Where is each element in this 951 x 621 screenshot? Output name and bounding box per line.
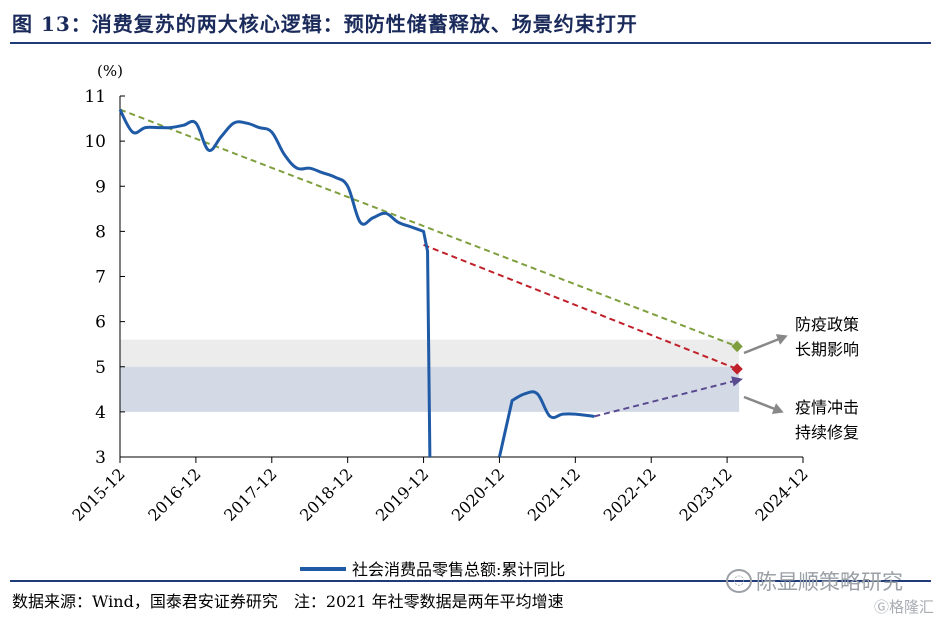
y-tick-label: 8 [95, 222, 106, 242]
y-tick-label: 9 [95, 177, 106, 197]
trend-arrowhead [731, 376, 743, 387]
y-tick-label: 4 [95, 403, 106, 423]
y-tick-label: 7 [95, 268, 106, 288]
series-line-0-0 [118, 108, 432, 458]
y-tick-label: 11 [84, 87, 106, 107]
bottom-rule [10, 580, 931, 582]
annotation-text: 防疫政策 [795, 315, 859, 334]
trend-line-0 [119, 108, 738, 348]
x-tick-label: 2022-12 [600, 464, 660, 524]
x-tick-label: 2018-12 [296, 464, 356, 524]
annotation-text: 长期影响 [795, 340, 859, 359]
figure-title: 图 13：消费复苏的两大核心逻辑：预防性储蓄释放、场景约束打开 [12, 12, 638, 36]
x-tick-label: 2016-12 [144, 464, 204, 524]
y-tick-label: 10 [84, 132, 106, 152]
source-note: 数据来源：Wind，国泰君安证券研究 注：2021 年社零数据是两年平均增速 [12, 592, 564, 611]
annotation-text: 疫情冲击 [795, 398, 859, 417]
trend-marker-0 [731, 340, 743, 353]
axes-layer: 3 4 5 6 7 8 9 10 11 (%) 2015-12 2016-12 2017-12 2018-… [68, 62, 811, 525]
series-layer [118, 108, 595, 458]
trend-marker-1 [731, 363, 743, 375]
annotation-arrow-0 [743, 335, 785, 355]
x-tick-label: 2023-12 [675, 464, 735, 524]
title-rule [10, 42, 931, 44]
annotation-arrowhead-0 [775, 334, 788, 345]
x-tick-label: 2017-12 [220, 464, 280, 524]
trend-line-1 [423, 243, 738, 370]
y-tick-label: 5 [95, 358, 106, 378]
watermark-text: 陈显顺策略研究 [756, 570, 903, 594]
legend-label: 社会消费品零售总额:累计同比 [352, 560, 566, 579]
trend-line-2 [594, 379, 738, 418]
logo: Ⓖ格隆汇 [874, 596, 934, 617]
x-tick-label: 2019-12 [372, 464, 432, 524]
wechat-icon: ◌ [726, 569, 752, 593]
series-line-0-1 [497, 390, 595, 458]
y-axis-label: (%) [97, 62, 123, 80]
logo-text: 格隆汇 [889, 598, 935, 616]
y-tick-label: 3 [95, 448, 106, 468]
trend-layer [119, 108, 743, 418]
x-tick-label: 2020-12 [448, 464, 508, 524]
x-tick-label: 2021-12 [524, 464, 584, 524]
x-tick-label: 2015-12 [68, 464, 128, 524]
annotation-arrowhead-1 [771, 403, 784, 414]
watermark: ◌ 陈显顺策略研究 [726, 566, 903, 596]
annotation-text: 持续修复 [795, 423, 859, 442]
y-tick-label: 6 [95, 313, 106, 333]
legend-swatch [300, 566, 346, 571]
g-logo-icon: Ⓖ [874, 598, 890, 616]
legend: 社会消费品零售总额:累计同比 [300, 556, 565, 580]
x-tick-label: 2024-12 [751, 464, 811, 524]
